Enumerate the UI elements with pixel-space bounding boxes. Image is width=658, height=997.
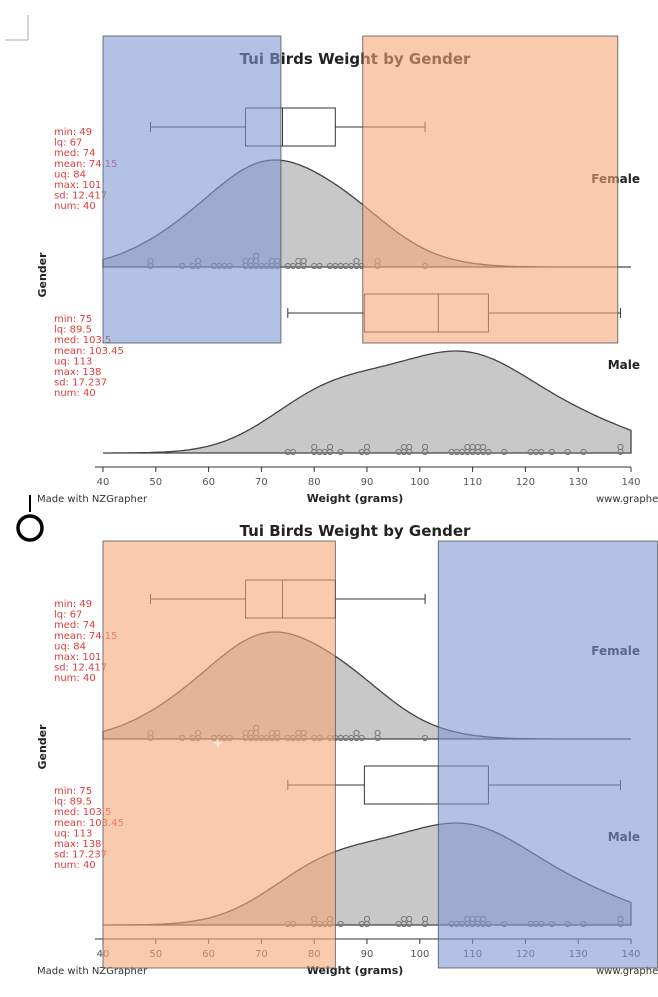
footer-right: www.grapher (596, 494, 658, 505)
x-tick-label: 60 (202, 477, 215, 488)
stat-line: uq: 84 (54, 169, 86, 180)
stat-line: lq: 89.5 (54, 797, 92, 808)
x-tick-label: 100 (410, 949, 429, 960)
highlight-region (102, 540, 336, 969)
data-point (363, 443, 371, 451)
group-label: Male (608, 358, 640, 372)
data-point (326, 443, 334, 451)
stat-line: max: 101 (54, 652, 101, 663)
density-curve (103, 350, 632, 454)
footer-right: www.grapher (596, 966, 658, 977)
stat-line: med: 74 (54, 620, 96, 631)
stat-line: num: 40 (54, 201, 96, 212)
footer-left: Made with NZGrapher (37, 966, 148, 977)
data-point (406, 915, 413, 923)
data-point (289, 448, 297, 456)
stat-line: lq: 67 (54, 610, 82, 621)
data-point (564, 448, 571, 456)
data-point (421, 443, 429, 451)
data-point (316, 262, 323, 270)
data-point (548, 448, 555, 456)
x-tick-label: 140 (621, 477, 640, 488)
x-tick-label: 130 (569, 477, 588, 488)
x-tick-label: 100 (410, 477, 429, 488)
data-point (311, 443, 318, 451)
stat-line: uq: 84 (54, 641, 86, 652)
x-tick-label: 120 (516, 477, 535, 488)
data-point (485, 448, 492, 456)
x-tick-label: 50 (149, 477, 162, 488)
stat-line: max: 101 (54, 180, 101, 191)
data-point (580, 448, 587, 456)
stat-line: mean: 103.45 (54, 346, 124, 357)
stat-line: uq: 113 (54, 828, 92, 839)
stat-line: num: 40 (54, 673, 96, 684)
data-point (406, 443, 413, 451)
data-point (337, 448, 344, 456)
data-point (353, 257, 360, 265)
data-point (421, 734, 429, 742)
stat-line: sd: 12.417 (54, 663, 107, 674)
x-tick-label: 80 (308, 477, 321, 488)
data-point (480, 443, 487, 451)
data-point (374, 729, 381, 737)
stat-line: min: 49 (54, 127, 92, 138)
x-tick-label: 70 (255, 477, 268, 488)
data-point (538, 448, 545, 456)
y-axis-label: Gender (36, 724, 49, 770)
chart-title: Tui Birds Weight by Gender (240, 522, 471, 540)
stat-line: med: 74 (54, 148, 96, 159)
stat-line: mean: 74.15 (54, 159, 118, 170)
stat-line: max: 138 (54, 839, 101, 850)
data-point (501, 448, 508, 456)
footer-left: Made with NZGrapher (37, 494, 148, 505)
x-tick-label: 90 (361, 949, 374, 960)
stat-line: sd: 17.237 (54, 378, 107, 389)
stat-line: min: 75 (54, 786, 92, 797)
stat-line: uq: 113 (54, 356, 92, 367)
stat-line: num: 40 (54, 860, 96, 871)
stat-line: lq: 67 (54, 138, 82, 149)
stat-line: max: 138 (54, 367, 101, 378)
highlight-region (437, 540, 658, 969)
y-axis-label: Gender (36, 252, 49, 298)
data-point (617, 443, 624, 451)
stat-line: sd: 17.237 (54, 850, 107, 861)
stat-line: num: 40 (54, 388, 96, 399)
stat-line: mean: 103.45 (54, 818, 124, 829)
highlight-region (102, 35, 282, 344)
data-point (363, 915, 371, 923)
stat-line: med: 103.5 (54, 335, 111, 346)
x-axis-label: Weight (grams) (307, 492, 404, 505)
highlight-region (362, 35, 619, 344)
x-tick-label: 110 (463, 477, 482, 488)
crosshair-plus-icon: + (213, 736, 223, 750)
x-tick-label: 40 (97, 477, 110, 488)
data-point (353, 729, 360, 737)
x-axis: 40 50 60 70 80 90 100 110 120 130 140 (95, 466, 641, 488)
stat-line: lq: 89.5 (54, 325, 92, 336)
stat-line: mean: 74.15 (54, 631, 118, 642)
stat-line: med: 103.5 (54, 807, 111, 818)
x-tick-label: 90 (361, 477, 374, 488)
stat-line: min: 75 (54, 314, 92, 325)
cursor-ring-icon (16, 514, 44, 542)
stat-line: min: 49 (54, 599, 92, 610)
data-point (300, 257, 307, 265)
data-point (421, 915, 429, 923)
data-point (337, 920, 344, 928)
stat-line: sd: 12.417 (54, 191, 107, 202)
data-point (358, 734, 365, 742)
